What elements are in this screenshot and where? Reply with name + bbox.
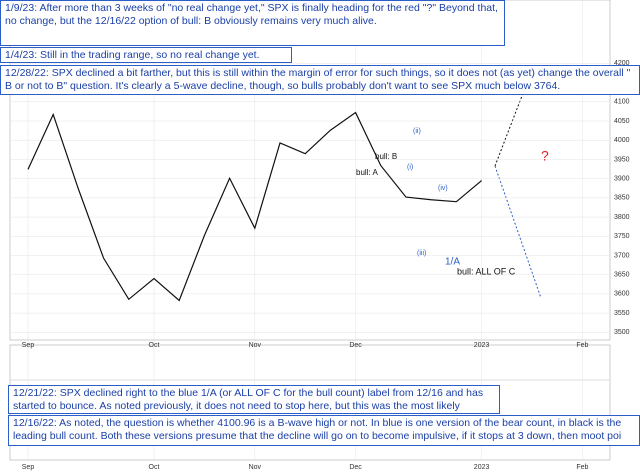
x-tick-label: Dec [349, 464, 362, 471]
y-tick-label: 3650 [614, 272, 630, 279]
annotation-note: 12/16/22: As noted, the question is whet… [8, 415, 640, 446]
x-tick-label: Sep [22, 342, 35, 349]
y-tick-label: 4050 [614, 118, 630, 125]
wave-label: bull: B [375, 152, 397, 161]
x-tick-label: 2023 [474, 342, 490, 349]
y-tick-label: 4100 [614, 99, 630, 106]
x-tick-label: Feb [576, 464, 588, 471]
wave-label: 1/A [445, 257, 460, 268]
y-tick-label: 3500 [614, 329, 630, 336]
x-tick-label: Feb [576, 342, 588, 349]
wave-label: bull: ALL OF C [457, 266, 516, 276]
y-tick-label: 3850 [614, 195, 630, 202]
annotation-note: 1/9/23: After more than 3 weeks of "no r… [0, 0, 505, 46]
y-tick-label: 3900 [614, 175, 630, 182]
annotation-note: 12/21/22: SPX declined right to the blue… [8, 385, 500, 414]
x-tick-label: Dec [349, 342, 362, 349]
x-tick-label: Oct [149, 342, 160, 349]
wave-label: ? [541, 148, 549, 164]
bear-projection [494, 165, 542, 299]
x-tick-label: Sep [22, 464, 35, 471]
wave-label: (iv) [438, 185, 448, 192]
wave-label: (ii) [413, 128, 421, 135]
wave-label: (i) [407, 164, 413, 171]
wave-label: (iii) [417, 250, 426, 257]
annotation-note: 1/4/23: Still in the trading range, so n… [0, 47, 292, 63]
x-tick-label: Nov [249, 342, 262, 349]
y-tick-label: 3550 [614, 310, 630, 317]
wave-label: bull: A [356, 168, 378, 177]
x-tick-label: Nov [249, 464, 262, 471]
y-tick-label: 4000 [614, 137, 630, 144]
x-tick-label: 2023 [474, 464, 490, 471]
annotation-note: 12/28/22: SPX declined a bit farther, bu… [0, 65, 640, 95]
price-line [27, 111, 482, 302]
y-tick-label: 4200 [614, 60, 630, 67]
y-tick-label: 3750 [614, 233, 630, 240]
y-tick-label: 3600 [614, 291, 630, 298]
y-tick-label: 3950 [614, 156, 630, 163]
x-tick-label: Oct [149, 464, 160, 471]
y-tick-label: 3700 [614, 252, 630, 259]
y-tick-label: 3800 [614, 214, 630, 221]
